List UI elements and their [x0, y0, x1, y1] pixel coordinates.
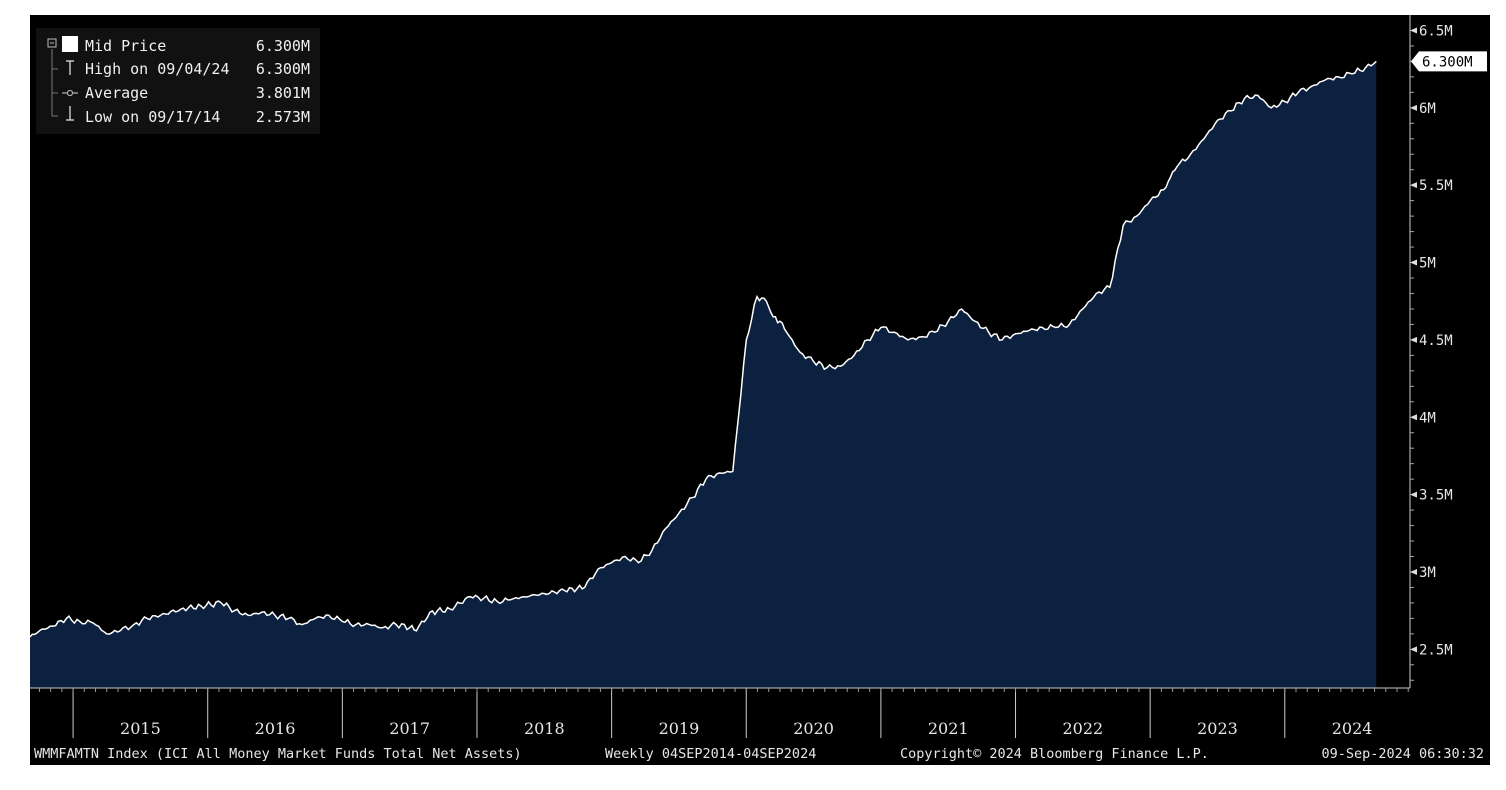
plot-area	[29, 60, 1377, 688]
legend-value-high: 6.300M	[256, 60, 310, 78]
x-tick-label: 2018	[524, 719, 565, 738]
y-tick-label: 6M	[1419, 101, 1436, 117]
x-tick-label: 2015	[120, 719, 161, 738]
area-fill-series	[30, 61, 1377, 688]
x-axis: 2015 2016 2017 2018 2019 2020 2021 2022 2023 2024	[30, 687, 1410, 738]
footer-date-range: Weekly 04SEP2014-04SEP2024	[605, 746, 816, 762]
legend-label-high: High on 09/04/24	[85, 60, 230, 78]
x-tick-label: 2024	[1332, 719, 1373, 738]
y-tick-label: 4M	[1419, 410, 1436, 426]
x-tick-label: 2016	[255, 719, 296, 738]
y-tick-label: 4.5M	[1419, 333, 1453, 349]
x-tick-label: 2021	[928, 719, 969, 738]
line-series	[29, 60, 1377, 638]
y-tick-mark	[1410, 491, 1417, 498]
last-value-callout-label: 6.300M	[1422, 54, 1473, 70]
y-tick-label: 5.5M	[1419, 178, 1453, 194]
y-tick-label: 6.5M	[1419, 23, 1453, 39]
x-tick-label: 2019	[659, 719, 700, 738]
legend-label-average: Average	[85, 84, 148, 102]
average-marker-icon	[62, 89, 78, 97]
y-tick-label: 2.5M	[1419, 642, 1453, 658]
y-tick-mark	[1410, 568, 1417, 575]
x-tick-label: 2020	[793, 719, 834, 738]
x-tick-label: 2023	[1197, 719, 1238, 738]
collapse-box-icon[interactable]	[47, 38, 57, 48]
footer: WMMFAMTN Index (ICI All Money Market Fun…	[34, 746, 1484, 762]
legend-value-average: 3.801M	[256, 84, 310, 102]
legend-value-low: 2.573M	[256, 108, 310, 126]
high-marker-icon	[66, 60, 74, 75]
y-tick-mark	[1410, 259, 1417, 266]
y-tick-mark	[1410, 646, 1417, 653]
x-tick-label: 2017	[389, 719, 430, 738]
y-axis: 2.5M 3M 3.5M 4M 4.5M 5M 5.5M 6M 6.5M	[1409, 15, 1453, 688]
footer-timestamp: 09-Sep-2024 06:30:32	[1321, 746, 1484, 762]
legend-background	[36, 28, 320, 134]
y-tick-mark	[1410, 104, 1417, 111]
x-tick-label: 2022	[1062, 719, 1103, 738]
y-tick-mark	[1410, 336, 1417, 343]
legend-label-mid-price: Mid Price	[85, 37, 166, 55]
last-value-callout: 6.300M	[1411, 51, 1487, 72]
footer-index-name: WMMFAMTN Index (ICI All Money Market Fun…	[34, 746, 522, 762]
y-tick-label: 5M	[1419, 256, 1436, 272]
y-tick-mark	[1410, 182, 1417, 189]
y-tick-mark	[1410, 414, 1417, 421]
legend-value-mid-price: 6.300M	[256, 37, 310, 55]
mid-price-swatch	[62, 36, 78, 52]
y-tick-mark	[1410, 27, 1417, 34]
legend: Mid Price 6.300M High on 09/04/24 6.300M…	[36, 28, 320, 134]
y-tick-label: 3M	[1419, 565, 1436, 581]
footer-copyright: Copyright© 2024 Bloomberg Finance L.P.	[900, 746, 1209, 762]
legend-label-low: Low on 09/17/14	[85, 108, 220, 126]
low-marker-icon	[66, 106, 74, 121]
last-value-callout-box	[1411, 51, 1487, 72]
y-tick-label: 3.5M	[1419, 488, 1453, 504]
